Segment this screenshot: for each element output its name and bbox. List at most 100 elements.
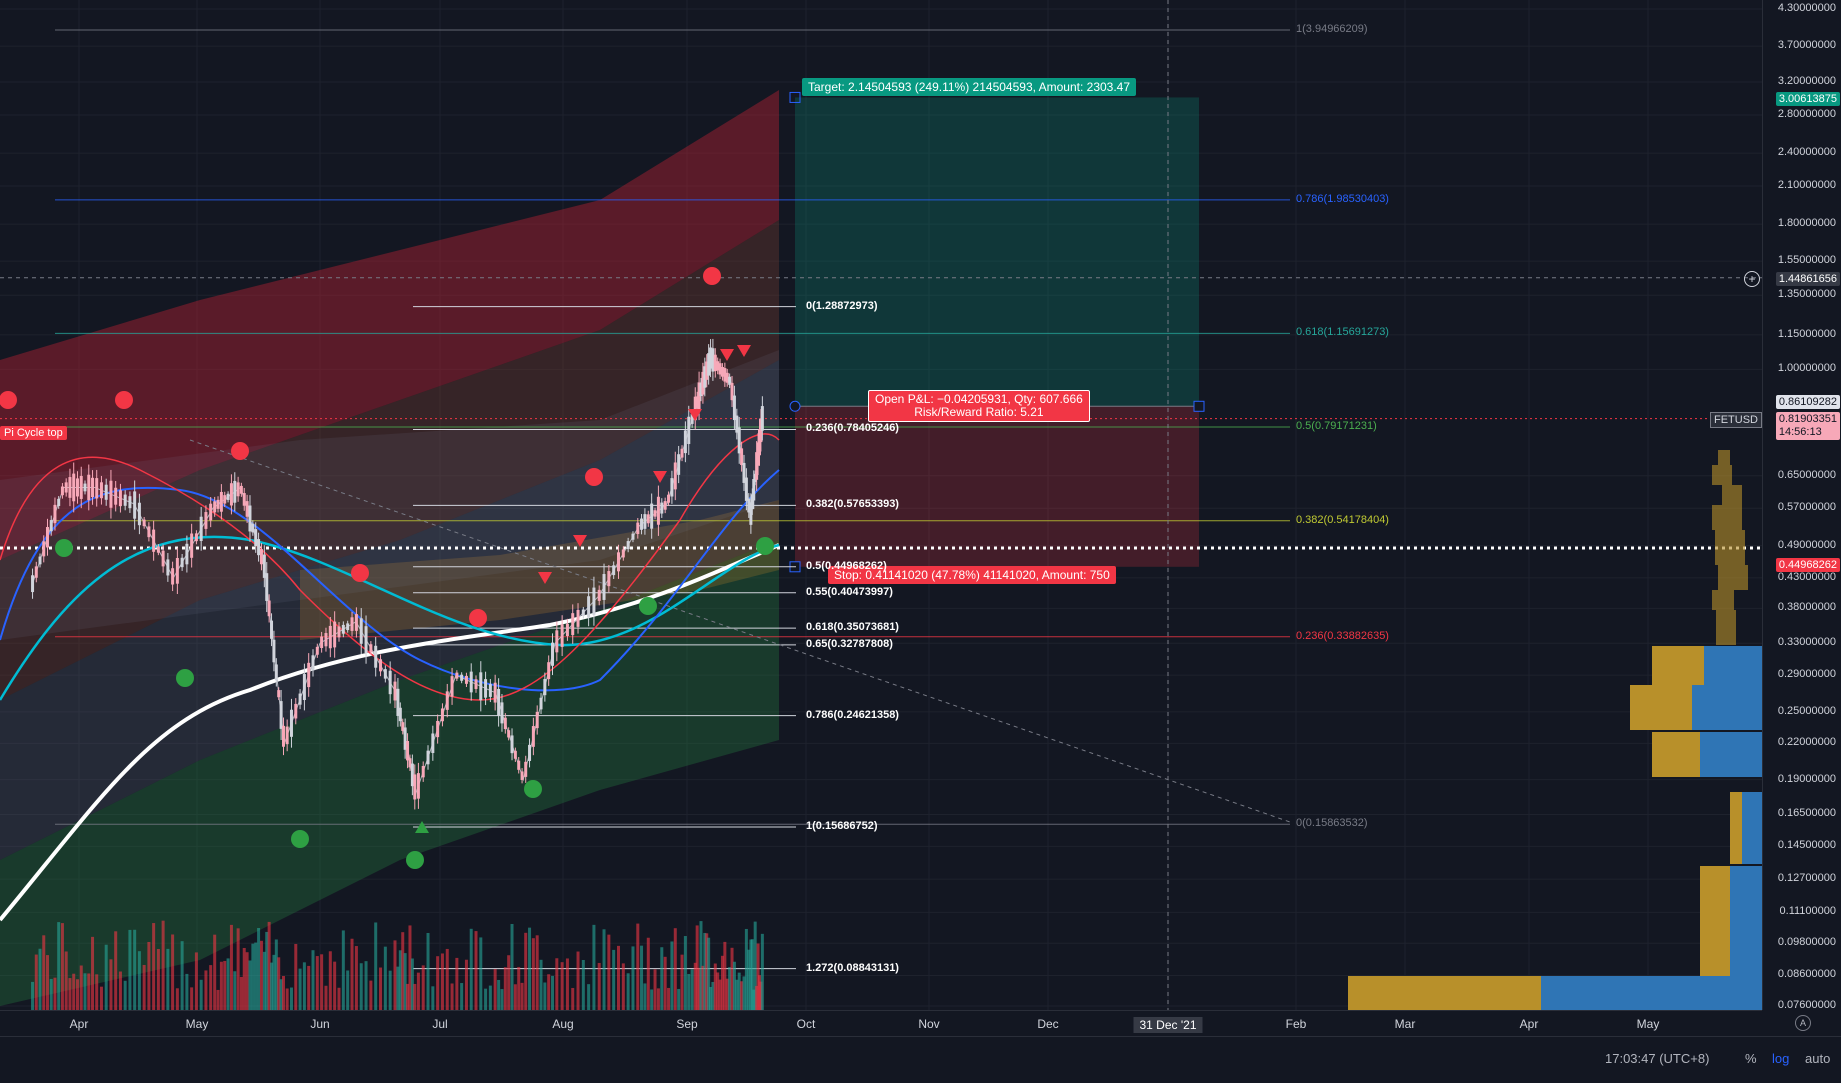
volume-bar [421, 965, 425, 1010]
price-chart[interactable] [0, 0, 1762, 1010]
percent-scale-toggle[interactable]: % [1745, 1051, 1757, 1066]
candle-body [723, 368, 727, 382]
volume-bar [226, 958, 230, 1010]
entry-handle [789, 400, 801, 412]
candle-body [190, 533, 194, 558]
buy-signal-dot [639, 597, 657, 615]
add-alert-icon[interactable]: + [1744, 271, 1760, 287]
candle-body [72, 473, 76, 502]
volume-bar [413, 983, 417, 1010]
price-tick-label: 0.07600000 [1777, 999, 1836, 1011]
candle-body [636, 522, 640, 535]
volume-bar [737, 972, 741, 1010]
volume-bar [650, 989, 654, 1010]
volume-bar [166, 948, 170, 1010]
volume-bar [597, 962, 601, 1010]
time-axis-label: Oct [796, 1017, 816, 1031]
candle-body [503, 717, 507, 730]
candle-body [337, 626, 341, 638]
candle-body [616, 552, 620, 572]
candle-body [677, 454, 681, 475]
volume-profile-faded [1712, 465, 1732, 485]
price-tick-label: 0.08600000 [1777, 968, 1836, 981]
candle-body [277, 690, 281, 698]
candle-body [626, 541, 630, 550]
volume-bar [560, 962, 564, 1010]
candle-body [49, 520, 53, 532]
volume-bar [701, 965, 705, 1010]
price-tick-label: 2.80000000 [1777, 107, 1836, 120]
candle-body [650, 503, 654, 529]
crosshair-price-tag: 1.44861656 [1775, 272, 1840, 286]
volume-bar [636, 923, 640, 1010]
price-tick-label: 0.22000000 [1777, 736, 1836, 749]
volume-bar [393, 940, 397, 1010]
candle-body [251, 523, 255, 533]
volume-bar [488, 985, 492, 1010]
volume-bar [270, 962, 274, 1010]
price-scale[interactable]: 4.30000000 3.70000000 3.20000000 2.80000000… [1762, 0, 1841, 1011]
price-tick-label: 0.29000000 [1777, 668, 1836, 681]
candle-body [383, 669, 387, 679]
candle-body [259, 549, 263, 565]
candle-body [374, 645, 378, 668]
log-scale-toggle[interactable]: log [1772, 1051, 1790, 1066]
price-tick-label: 0.19000000 [1777, 772, 1836, 785]
volume-bar [285, 988, 289, 1010]
volume-bar [690, 969, 694, 1010]
volume-bar [626, 973, 630, 1010]
volume-bar [38, 948, 42, 1010]
volume-bar [307, 965, 311, 1010]
candle-body [709, 347, 713, 369]
chart-area[interactable]: Pi Cycle top Target: 2.14504593 (249.11%… [0, 0, 1762, 1010]
candle-body [53, 504, 57, 524]
volume-bar [713, 963, 717, 1010]
candle-body [513, 750, 517, 759]
time-scale[interactable]: Apr May Jun Jul Aug Sep Oct Nov Dec 31 Dec '21 Feb… [0, 1010, 1811, 1037]
volume-bar [728, 967, 732, 1010]
candle-body [213, 501, 217, 513]
volume-bar [716, 972, 720, 1010]
price-tick-label: 0.33000000 [1777, 636, 1836, 649]
auto-scale-toggle[interactable]: auto [1805, 1051, 1831, 1066]
candle-body [711, 348, 715, 372]
volume-bar [450, 983, 454, 1010]
sell-signal-dot [585, 468, 603, 486]
candle-body [204, 512, 208, 529]
price-tick-label: 0.12700000 [1777, 872, 1836, 885]
volume-bar [60, 923, 64, 1010]
volume-bar [265, 931, 269, 1010]
candle-body [560, 624, 564, 647]
candle-body [720, 366, 724, 377]
volume-bar [190, 987, 194, 1010]
price-tick-label: 0.11100000 [1779, 905, 1836, 918]
price-tick-label: 0.57000000 [1777, 501, 1836, 514]
candle-body [262, 554, 266, 578]
candle-body [379, 659, 383, 672]
volume-bar [406, 983, 410, 1010]
volume-bar [152, 923, 156, 1010]
volume-profile-down [1541, 976, 1762, 1010]
volume-profile-down [1700, 732, 1762, 777]
volume-bar [403, 953, 407, 1010]
candle-body [524, 761, 528, 777]
volume-bar [677, 988, 681, 1010]
volume-bar [281, 975, 285, 1010]
candle-body [507, 730, 511, 738]
candle-body [703, 366, 707, 388]
volume-bar [31, 981, 35, 1010]
volume-bar [350, 938, 354, 1010]
volume-bar [493, 969, 497, 1010]
volume-bar [328, 951, 332, 1010]
time-axis-label: Apr [1519, 1017, 1539, 1031]
volume-bar [156, 948, 160, 1010]
volume-bar [216, 989, 220, 1010]
candle-body [396, 688, 400, 716]
candle-body [364, 626, 368, 654]
candle-body [551, 642, 555, 666]
candle-body [640, 518, 644, 530]
volume-bar [239, 976, 243, 1010]
volume-bar [602, 929, 606, 1010]
candle-body [91, 477, 95, 498]
scale-settings-icon[interactable]: A [1795, 1015, 1811, 1031]
